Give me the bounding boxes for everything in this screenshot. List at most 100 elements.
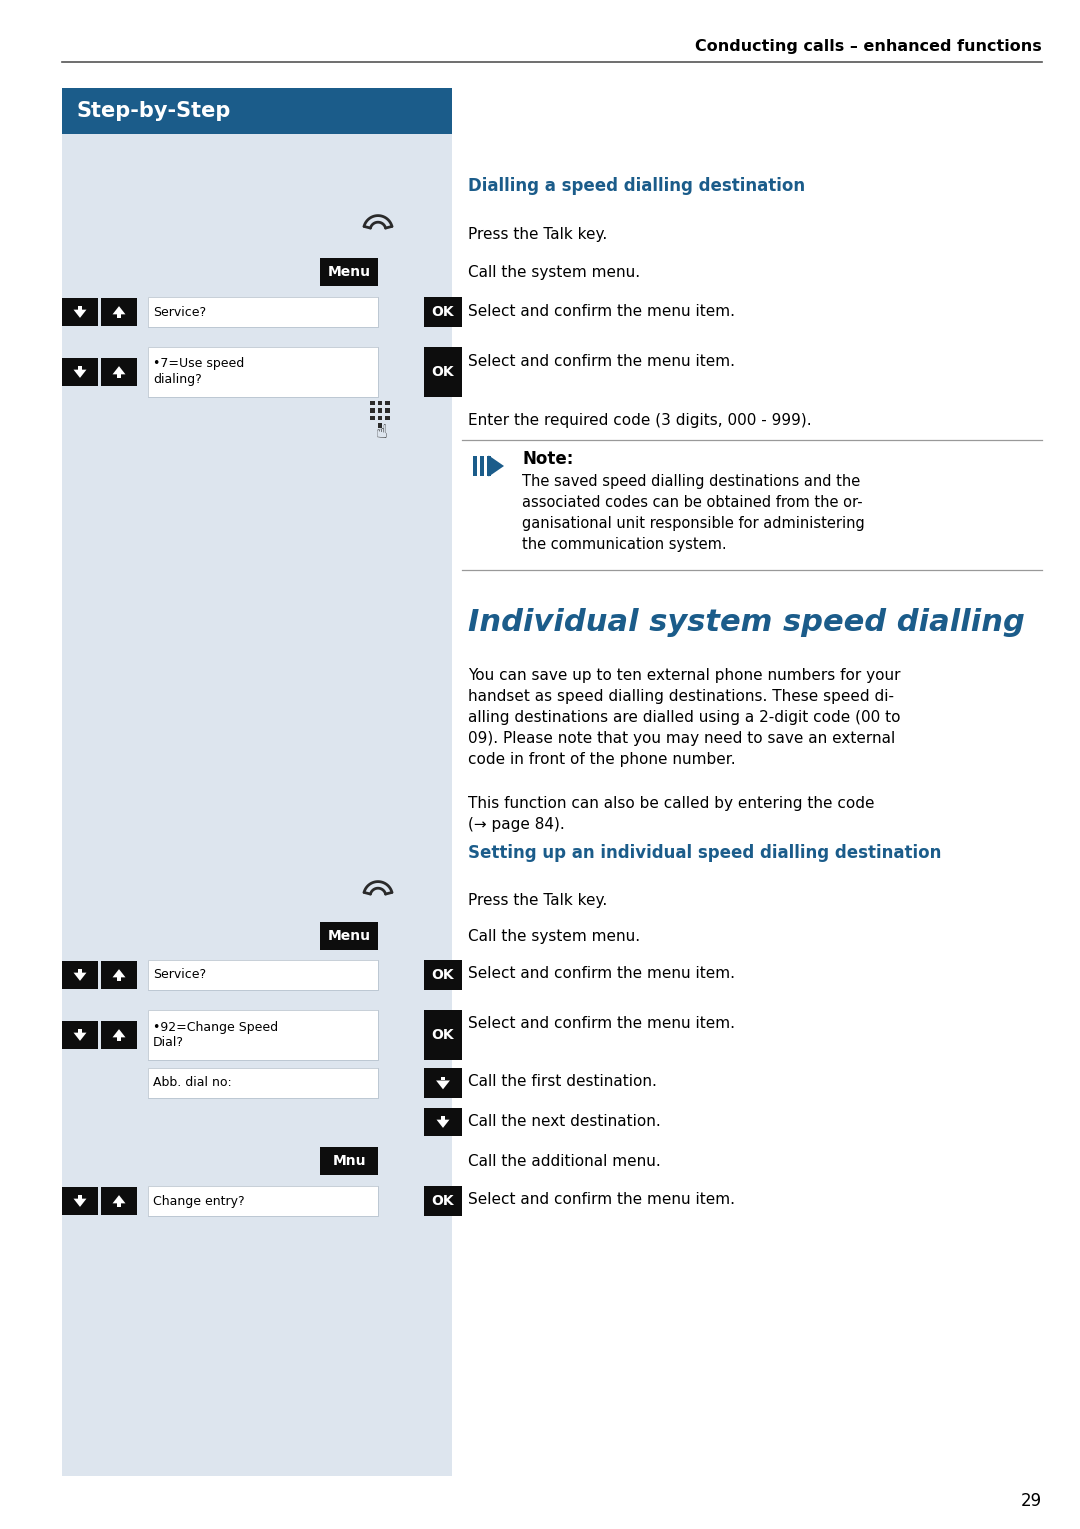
Text: Abb. dial no:: Abb. dial no: [153, 1076, 232, 1090]
Text: Menu: Menu [327, 930, 370, 943]
Bar [62, 1021, 98, 1049]
Text: Call the additional menu.: Call the additional menu. [468, 1153, 661, 1168]
Text: Call the first destination.: Call the first destination. [468, 1075, 657, 1090]
Polygon shape [112, 365, 125, 375]
Bar [386, 416, 390, 420]
Bar [487, 456, 491, 476]
Polygon shape [73, 1032, 86, 1041]
Bar [148, 1067, 378, 1098]
Text: Step-by-Step: Step-by-Step [76, 101, 230, 121]
Bar [378, 424, 382, 428]
Text: OK: OK [432, 365, 455, 379]
Text: Mnu: Mnu [333, 1154, 366, 1168]
Bar [442, 1116, 445, 1119]
Bar [102, 358, 137, 385]
Bar [320, 922, 378, 950]
Polygon shape [73, 370, 86, 378]
Bar [148, 347, 378, 398]
Text: Select and confirm the menu item.: Select and confirm the menu item. [468, 1017, 735, 1032]
Bar [148, 297, 378, 327]
Bar [62, 358, 98, 385]
Bar [118, 1037, 121, 1041]
Text: Menu: Menu [327, 265, 370, 278]
Bar [370, 416, 375, 420]
Bar [118, 1203, 121, 1206]
Polygon shape [112, 969, 125, 977]
Bar [441, 1076, 445, 1081]
Bar [424, 1187, 462, 1216]
Polygon shape [73, 310, 86, 318]
Text: The saved speed dialling destinations and the
associated codes can be obtained f: The saved speed dialling destinations an… [522, 474, 865, 552]
Text: Note:: Note: [522, 450, 573, 468]
Bar [148, 1187, 378, 1216]
Polygon shape [112, 1196, 125, 1203]
Text: You can save up to ten external phone numbers for your
handset as speed dialling: You can save up to ten external phone nu… [468, 668, 901, 768]
Bar [148, 960, 378, 989]
Bar [118, 375, 121, 378]
Text: Press the Talk key.: Press the Talk key. [468, 226, 607, 242]
Text: Conducting calls – enhanced functions: Conducting calls – enhanced functions [696, 38, 1042, 54]
Bar [424, 960, 462, 989]
Bar [62, 1187, 98, 1216]
Bar [118, 977, 121, 982]
Polygon shape [436, 1119, 449, 1128]
Polygon shape [112, 306, 125, 315]
Bar [78, 1196, 82, 1199]
Bar [148, 1011, 378, 1060]
Bar [424, 1011, 462, 1060]
Text: 29: 29 [1021, 1492, 1042, 1511]
Bar [62, 89, 453, 135]
Text: Call the system menu.: Call the system menu. [468, 265, 640, 280]
Text: Call the next destination.: Call the next destination. [468, 1115, 661, 1130]
Bar [148, 960, 378, 989]
Bar [62, 298, 98, 326]
Bar [378, 408, 382, 413]
Text: Select and confirm the menu item.: Select and confirm the menu item. [468, 966, 735, 982]
Bar [102, 962, 137, 989]
Text: •92=Change Speed
Dial?: •92=Change Speed Dial? [153, 1020, 279, 1049]
Text: Select and confirm the menu item.: Select and confirm the menu item. [468, 353, 735, 368]
Bar [148, 1067, 378, 1098]
Bar [386, 408, 390, 413]
Bar [424, 1067, 462, 1098]
Bar [148, 1011, 378, 1060]
Bar [102, 1021, 137, 1049]
Text: ☝: ☝ [376, 422, 388, 442]
Text: OK: OK [432, 304, 455, 320]
Bar [424, 297, 462, 327]
Text: OK: OK [432, 1027, 455, 1041]
Bar [386, 401, 390, 405]
Polygon shape [73, 972, 86, 982]
Bar [424, 347, 462, 398]
Polygon shape [436, 1081, 450, 1089]
Text: Select and confirm the menu item.: Select and confirm the menu item. [468, 1193, 735, 1208]
Bar [424, 1109, 462, 1136]
Text: Individual system speed dialling: Individual system speed dialling [468, 609, 1025, 638]
Bar [148, 1187, 378, 1216]
Text: Call the system menu.: Call the system menu. [468, 928, 640, 943]
Bar [148, 297, 378, 327]
Bar [148, 347, 378, 398]
Polygon shape [112, 1029, 125, 1037]
Text: Press the Talk key.: Press the Talk key. [468, 893, 607, 908]
Text: Change entry?: Change entry? [153, 1194, 245, 1208]
Text: Service?: Service? [153, 968, 206, 982]
Polygon shape [488, 456, 504, 477]
Bar [78, 1029, 82, 1032]
Text: Dialling a speed dialling destination: Dialling a speed dialling destination [468, 177, 805, 196]
Text: •7=Use speed
dialing?: •7=Use speed dialing? [153, 358, 244, 387]
Bar [78, 306, 82, 310]
Text: Select and confirm the menu item.: Select and confirm the menu item. [468, 303, 735, 318]
Text: OK: OK [432, 968, 455, 982]
Bar [62, 962, 98, 989]
Text: This function can also be called by entering the code
(→ page 84).: This function can also be called by ente… [468, 797, 875, 832]
Bar [78, 969, 82, 972]
Bar [481, 456, 484, 476]
Text: Enter the required code (3 digits, 000 - 999).: Enter the required code (3 digits, 000 -… [468, 413, 812, 428]
Bar [320, 258, 378, 286]
Text: Service?: Service? [153, 306, 206, 318]
Bar [370, 401, 375, 405]
Polygon shape [73, 1199, 86, 1206]
Bar [102, 298, 137, 326]
Bar [378, 401, 382, 405]
